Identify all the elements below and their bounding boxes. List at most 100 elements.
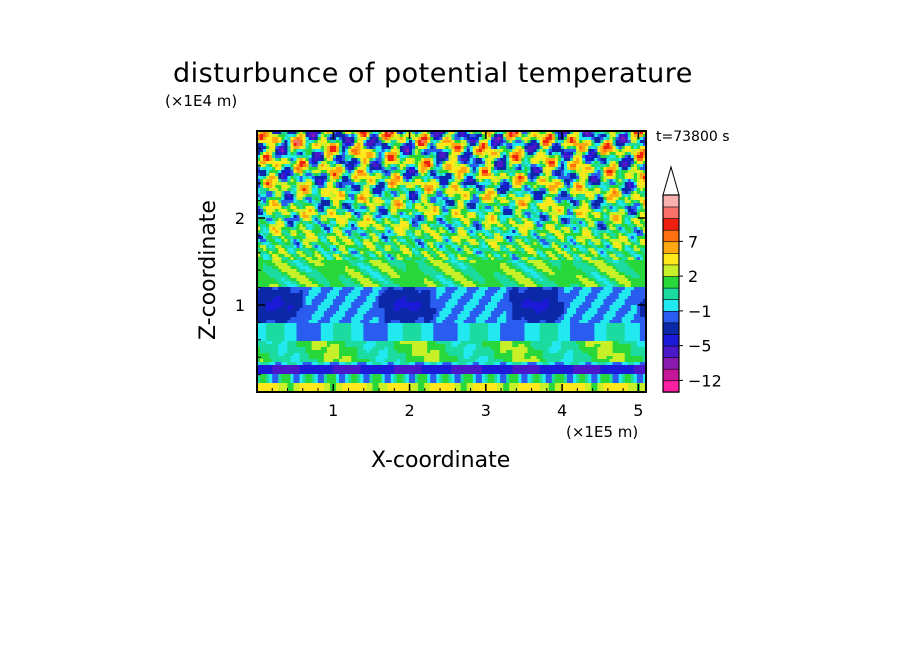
heatmap-cell <box>393 308 401 312</box>
heatmap-cell <box>594 146 598 150</box>
heatmap-cell <box>566 161 571 165</box>
heatmap-cell <box>536 182 541 186</box>
heatmap-cell <box>615 245 623 249</box>
heatmap-cell <box>390 320 401 324</box>
heatmap-cell <box>484 143 489 147</box>
heatmap-cell <box>609 245 614 249</box>
heatmap-cell <box>424 230 428 234</box>
heatmap-cell <box>281 245 285 249</box>
heatmap-cell <box>615 164 620 168</box>
heatmap-cell <box>551 245 556 249</box>
heatmap-cell <box>469 218 480 222</box>
heatmap-cell <box>320 251 328 255</box>
heatmap-cell <box>630 191 635 195</box>
heatmap-cell <box>576 239 580 243</box>
heatmap-cell <box>615 281 620 285</box>
heatmap-cell <box>570 329 595 333</box>
heatmap-cell <box>639 239 646 243</box>
heatmap-cell <box>305 284 319 288</box>
heatmap-cell <box>548 185 559 189</box>
heatmap-cell <box>378 257 386 261</box>
heatmap-cell <box>384 254 389 258</box>
heatmap-cell <box>433 158 437 162</box>
heatmap-cell <box>536 281 556 285</box>
heatmap-cell <box>263 206 267 210</box>
heatmap-cell <box>475 161 483 165</box>
heatmap-cell <box>542 176 550 180</box>
heatmap-cell <box>621 182 626 186</box>
heatmap-cell <box>257 257 264 261</box>
heatmap-cell <box>336 155 343 159</box>
heatmap-cell <box>536 143 541 147</box>
heatmap-cell <box>639 242 644 246</box>
heatmap-cell <box>600 251 605 255</box>
heatmap-cell <box>536 137 541 141</box>
heatmap-cell <box>451 266 456 270</box>
heatmap-cell <box>618 281 632 285</box>
heatmap-cell <box>430 320 437 324</box>
heatmap-cell <box>278 209 282 213</box>
heatmap-cell <box>326 149 331 153</box>
heatmap-cell <box>287 272 301 276</box>
heatmap-cell <box>323 197 328 201</box>
heatmap-cell <box>573 248 577 252</box>
heatmap-cell <box>369 212 374 216</box>
heatmap-cell <box>390 200 395 204</box>
heatmap-cell <box>375 167 380 171</box>
heatmap-cell <box>591 149 595 153</box>
heatmap-cell <box>515 152 519 156</box>
heatmap-cell <box>436 206 440 210</box>
heatmap-cell <box>427 173 431 177</box>
heatmap-cell <box>463 152 468 156</box>
heatmap-cell <box>639 137 644 141</box>
heatmap-cell <box>560 263 574 267</box>
heatmap-cell <box>539 236 544 240</box>
heatmap-cell <box>393 281 425 285</box>
heatmap-cell <box>384 185 389 189</box>
heatmap-cell <box>475 152 483 156</box>
heatmap-cell <box>603 197 608 201</box>
heatmap-cell <box>545 254 550 258</box>
heatmap-cell <box>257 131 261 135</box>
heatmap-cell <box>469 146 474 150</box>
heatmap-cell <box>393 215 401 219</box>
heatmap-cell <box>384 137 389 141</box>
heatmap-cell <box>484 305 498 309</box>
heatmap-cell <box>411 203 416 207</box>
heatmap-cell <box>639 167 646 171</box>
heatmap-cell <box>506 260 513 264</box>
heatmap-cell <box>351 239 355 243</box>
heatmap-cell <box>633 188 638 192</box>
heatmap-cell <box>503 161 507 165</box>
heatmap-cell <box>566 134 571 138</box>
heatmap-cell <box>445 194 450 198</box>
heatmap-cell <box>509 239 513 243</box>
heatmap-cell <box>597 311 608 315</box>
heatmap-cell <box>396 245 401 249</box>
heatmap-cell <box>500 272 507 276</box>
heatmap-cell <box>466 194 471 198</box>
heatmap-cell <box>539 179 547 183</box>
heatmap-cell <box>348 149 352 153</box>
heatmap-cell <box>369 308 386 312</box>
heatmap-cell <box>585 218 592 222</box>
heatmap-cell <box>430 275 437 279</box>
heatmap-cell <box>402 260 416 264</box>
heatmap-cell <box>618 284 626 288</box>
heatmap-cell <box>509 182 513 186</box>
heatmap-cell <box>542 224 547 228</box>
heatmap-cell <box>363 215 371 219</box>
heatmap-cell <box>442 281 453 285</box>
heatmap-cell <box>460 176 465 180</box>
heatmap-cell <box>293 200 298 204</box>
heatmap-cell <box>314 311 325 315</box>
heatmap-cell <box>630 290 646 294</box>
heatmap-cell <box>257 254 261 258</box>
heatmap-cell <box>594 164 608 168</box>
heatmap-cell <box>469 299 480 303</box>
heatmap-cell <box>491 251 498 255</box>
heatmap-cell <box>411 179 416 183</box>
heatmap-cell <box>627 167 632 171</box>
heatmap-cell <box>560 218 568 222</box>
heatmap-cell <box>548 164 556 168</box>
